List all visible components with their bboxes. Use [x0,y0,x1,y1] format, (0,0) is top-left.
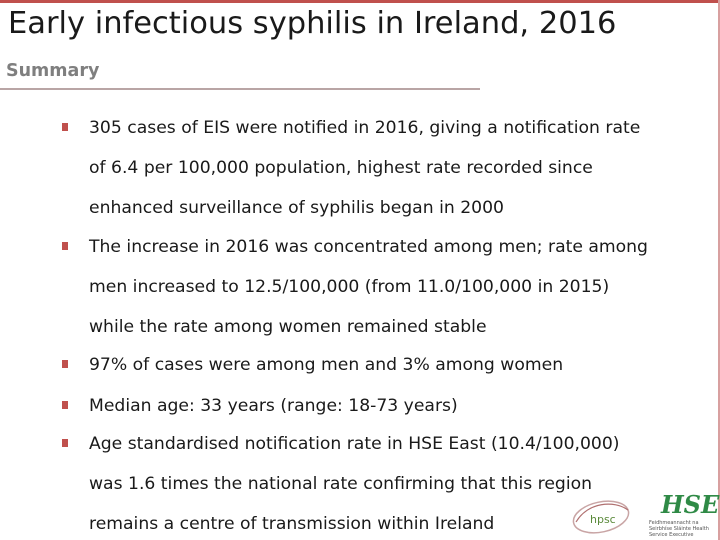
bullet-line: 97% of cases were among men and 3% among… [89,355,564,375]
subtitle-divider [0,88,480,90]
bullet-line: of 6.4 per 100,000 population, highest r… [89,158,593,178]
hpsc-logo-text: hpsc [590,513,616,526]
hpsc-logo: hpsc [568,496,634,536]
slide-title: Early infectious syphilis in Ireland, 20… [8,6,617,41]
bullet-marker [62,439,68,447]
bullet-line: was 1.6 times the national rate confirmi… [89,474,593,494]
bullet-line: enhanced surveillance of syphilis began … [89,198,504,218]
bullet-line: The increase in 2016 was concentrated am… [89,237,648,257]
bullet-line: Age standardised notification rate in HS… [89,434,620,454]
right-accent-rule [718,0,720,540]
bullet-marker [62,360,68,368]
slide-subtitle: Summary [6,61,100,81]
bullet-marker [62,242,68,250]
bullet-marker [62,123,68,131]
bullet-line: 305 cases of EIS were notified in 2016, … [89,118,641,138]
top-accent-rule [0,0,720,3]
hse-logo: HSE Feidhmeannacht na Seirbhíse Sláinte … [647,490,719,538]
hse-logo-caption: Feidhmeannacht na Seirbhíse Sláinte Heal… [649,520,709,538]
hse-logo-mark: HSE [661,490,720,519]
hpsc-logo-graphic: hpsc [572,500,630,534]
bullet-line: Median age: 33 years (range: 18-73 years… [89,396,458,416]
bullet-line: men increased to 12.5/100,000 (from 11.0… [89,277,610,297]
bullet-line: while the rate among women remained stab… [89,317,487,337]
bullet-marker [62,401,68,409]
bullet-line: remains a centre of transmission within … [89,514,495,534]
